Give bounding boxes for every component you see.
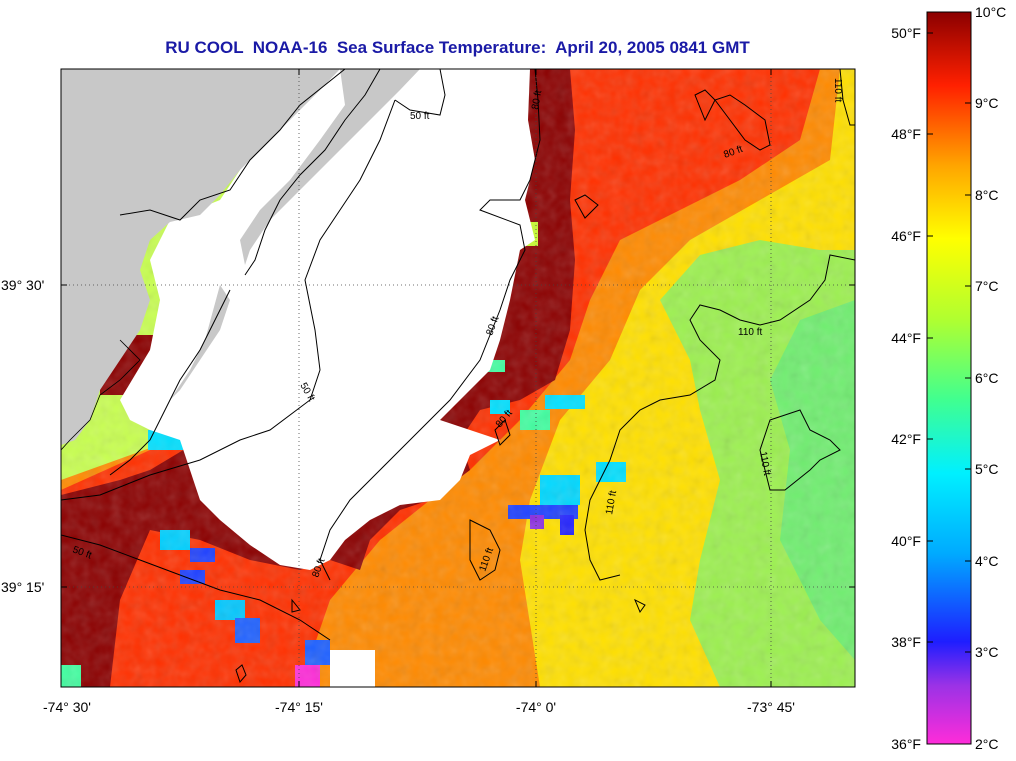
contour-line: [694, 89, 716, 122]
sst-field: [61, 69, 855, 687]
colorbar-celsius-label: 8°C: [975, 187, 999, 203]
lon-tick-label: -74° 15': [275, 699, 323, 715]
contour-line: [61, 534, 331, 641]
contour-line: [714, 94, 771, 151]
colorbar-fahrenheit-label: 38°F: [891, 634, 921, 650]
colorbar-fahrenheit-label: 42°F: [891, 431, 921, 447]
colorbar-fahrenheit-label: 50°F: [891, 25, 921, 41]
contour-label: 110 ft: [738, 327, 762, 338]
colorbar-celsius-label: 7°C: [975, 278, 999, 294]
contour-line: [584, 254, 855, 581]
colorbar: 10°C 9°C 8°C 7°C 6°C 5°C 4°C 3°C 2°C 50°…: [891, 4, 1006, 752]
contour-line: [291, 598, 301, 613]
cloud-mask-small: [330, 650, 375, 687]
axis-ticks: [61, 69, 855, 687]
contour-line: [235, 664, 247, 683]
contour-label: 50 ft: [410, 111, 430, 122]
cloud-mask: [120, 69, 535, 570]
colorbar-fahrenheit-label: 40°F: [891, 533, 921, 549]
lat-tick-label: 39° 15': [1, 579, 44, 595]
coastline-marsh: [61, 339, 141, 451]
contour-line: [574, 194, 599, 219]
land-barrier-island-2: [170, 285, 230, 400]
bathymetry-contours: [61, 69, 855, 683]
contour-line: [319, 69, 541, 581]
contour-line: [469, 519, 501, 581]
lat-tick-labels: 39° 30' 39° 15': [1, 277, 44, 595]
figure-title: RU COOL NOAA-16 Sea Surface Temperature:…: [165, 38, 750, 57]
colorbar-celsius-label: 9°C: [975, 95, 999, 111]
lon-tick-label: -73° 45': [747, 699, 795, 715]
lon-tick-label: -74° 0': [516, 699, 556, 715]
colorbar-celsius-label: 5°C: [975, 461, 999, 477]
coastline: [119, 69, 346, 221]
lat-tick-label: 39° 30': [1, 277, 44, 293]
colorbar-fahrenheit-label: 36°F: [891, 736, 921, 752]
contour-line: [61, 99, 396, 501]
colorbar-gradient: [926, 11, 972, 745]
contour-label: 110 ft: [604, 489, 619, 515]
coastline-barrier: [244, 69, 381, 276]
graticule: [61, 69, 855, 687]
lon-tick-label: -74° 30': [43, 699, 91, 715]
contour-label: 110 ft: [832, 78, 843, 102]
contour-label: 110 ft: [757, 451, 772, 477]
colorbar-fahrenheit-label: 48°F: [891, 126, 921, 142]
land-new-jersey: [61, 69, 340, 445]
contour-line: [839, 69, 855, 126]
lon-tick-labels: -74° 30' -74° 15' -74° 0' -73° 45': [43, 699, 795, 715]
contour-line: [759, 409, 841, 491]
contour-line: [394, 69, 446, 116]
colorbar-fahrenheit-label: 46°F: [891, 228, 921, 244]
colorbar-celsius-label: 6°C: [975, 370, 999, 386]
contour-line: [634, 598, 646, 614]
colorbar-celsius-label: 2°C: [975, 736, 999, 752]
colorbar-celsius-label: 10°C: [975, 4, 1006, 20]
contour-line: [494, 419, 511, 446]
colorbar-celsius-label: 4°C: [975, 553, 999, 569]
colorbar-fahrenheit-label: 44°F: [891, 330, 921, 346]
contour-label: 80 ft: [530, 89, 544, 110]
colorbar-celsius-label: 3°C: [975, 644, 999, 660]
coastline-south: [109, 289, 231, 476]
colorbar-ticks: [927, 11, 971, 745]
map-frame: [60, 68, 856, 688]
